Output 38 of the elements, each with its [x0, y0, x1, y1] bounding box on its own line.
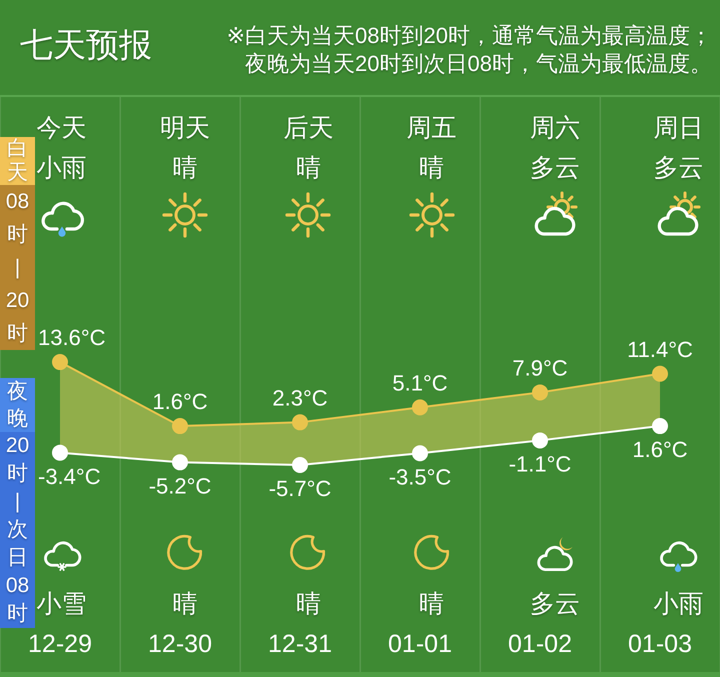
text: 晴 — [171, 153, 198, 184]
data-label: 5.1°C — [392, 370, 448, 396]
text: 明天 — [158, 113, 211, 144]
data-label: 11.4°C — [627, 336, 694, 362]
chart-subtitle: ※白天为当天08时到20时，通常气温为最高温度；夜晚为当天20时到次日08时，气温为最低温度。 — [226, 22, 712, 78]
x-tick-label: 01-01 — [388, 630, 452, 658]
x-tick-label: 12-31 — [268, 630, 332, 658]
data-label: 7.9°C — [512, 356, 568, 381]
text: 晴 — [171, 589, 198, 620]
text: 多云 — [528, 153, 581, 184]
text: 晴 — [418, 589, 446, 620]
text: 周六 — [528, 113, 581, 144]
data-label: 1.6°C — [152, 389, 208, 414]
text: 小雨 — [36, 154, 87, 182]
x-tick-label: 01-02 — [508, 630, 572, 658]
text: 晴 — [294, 589, 322, 620]
data-label: -5.7°C — [268, 476, 332, 502]
chart-title: 七天预报 — [20, 25, 152, 65]
x-tick-label: 12-29 — [28, 630, 92, 658]
text: 小雪 — [36, 590, 87, 618]
text: 今天 — [36, 114, 87, 142]
text: 后天 — [282, 113, 334, 144]
text: 周日 — [652, 113, 704, 144]
data-label: 13.6°C — [38, 325, 106, 350]
text: 多云 — [528, 589, 581, 620]
text: 晴 — [418, 153, 446, 184]
data-label: -3.5°C — [388, 464, 452, 490]
data-label: -1.1°C — [508, 452, 572, 477]
x-tick-label: 12-30 — [148, 630, 212, 658]
data-label: -3.4°C — [38, 464, 101, 489]
text: 晴 — [294, 153, 322, 184]
text: 小雨 — [652, 589, 704, 620]
data-label: 1.6°C — [632, 437, 688, 462]
data-label: -5.2°C — [148, 473, 212, 498]
data-label: 2.3°C — [272, 385, 328, 410]
text: 周五 — [406, 113, 458, 144]
x-tick-label: 01-03 — [628, 630, 692, 658]
text: 多云 — [652, 153, 704, 184]
